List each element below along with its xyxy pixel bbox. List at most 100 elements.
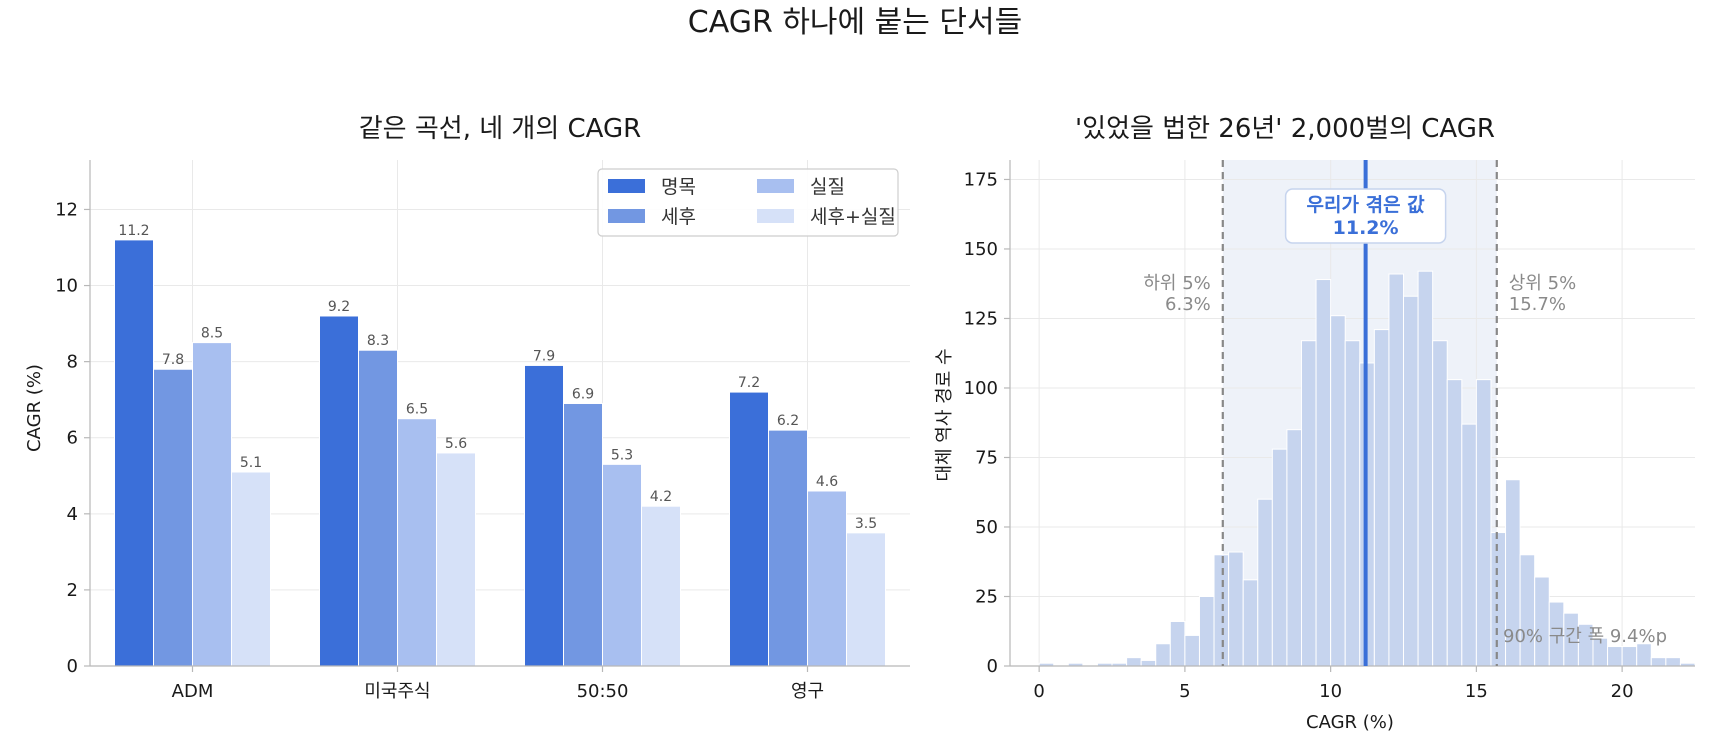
bar	[358, 349, 398, 667]
y-tick-label: 12	[55, 199, 78, 220]
lower-annotation-value: 6.3%	[1165, 294, 1211, 315]
bar	[641, 505, 681, 667]
data-label: 5.3	[611, 447, 633, 463]
histogram-bin	[1534, 576, 1550, 667]
histogram-bin	[1403, 295, 1419, 667]
x-tick-label: 15	[1465, 681, 1488, 702]
bar	[231, 471, 271, 667]
upper-annotation-value: 15.7%	[1509, 294, 1566, 315]
y-tick-label: 75	[975, 447, 998, 468]
legend-swatch	[608, 209, 645, 223]
histogram-bin	[1169, 621, 1186, 667]
histogram-bin	[1417, 270, 1434, 667]
x-tick-label: 미국주식	[364, 681, 430, 702]
data-label: 8.3	[367, 333, 389, 349]
data-label: 11.2	[118, 223, 149, 239]
histogram-chart: 0 25 50 75 100 125 150 175 0 5 10 15 20 '있었을 법한 26년'…	[934, 114, 1710, 733]
bar	[153, 368, 193, 667]
bar	[524, 364, 564, 667]
legend-entry: 실질	[810, 176, 845, 198]
histogram-bin	[1126, 657, 1142, 667]
histogram-bin	[1228, 551, 1244, 667]
histogram-bin	[1475, 379, 1492, 667]
y-tick-label: 100	[964, 378, 998, 399]
y-tick-label: 8	[67, 352, 78, 373]
x-tick-label: ADM	[172, 681, 214, 702]
data-label: 4.6	[816, 474, 838, 490]
y-tick-label: 25	[975, 586, 998, 607]
interval-width-annotation: 90% 구간 폭 9.4%p	[1503, 626, 1667, 647]
histogram-bin	[1286, 429, 1302, 667]
bar	[807, 490, 847, 667]
y-tick-label: 2	[67, 580, 78, 601]
histogram-bin	[1388, 273, 1405, 667]
callout-box	[1284, 188, 1447, 244]
left-chart-title: 같은 곡선, 네 개의 CAGR	[359, 114, 641, 144]
histogram-bin	[1257, 498, 1273, 667]
bar	[192, 342, 232, 667]
data-label: 7.2	[738, 375, 760, 391]
y-tick-label: 6	[67, 428, 78, 449]
histogram-bin	[1198, 595, 1215, 667]
data-label: 8.5	[201, 326, 223, 342]
x-tick-label: 10	[1319, 681, 1342, 702]
bar	[114, 239, 154, 667]
bar	[846, 532, 886, 667]
y-tick-label: 50	[975, 517, 998, 538]
bar	[602, 463, 642, 667]
bar	[436, 452, 476, 667]
histogram-bin	[1315, 279, 1332, 667]
bar	[563, 402, 603, 667]
histogram-bin	[1621, 646, 1638, 667]
callout-label: 우리가 겪은 값	[1307, 194, 1426, 216]
histogram-bin	[1330, 315, 1346, 667]
data-label: 6.2	[777, 413, 799, 429]
y-tick-label: 0	[67, 656, 78, 677]
data-label: 5.1	[240, 455, 262, 471]
histogram-bin	[1140, 659, 1157, 667]
histogram-bin	[1373, 329, 1390, 667]
y-tick-label: 10	[55, 276, 78, 297]
x-tick-label: 영구	[791, 681, 824, 702]
grouped-bar-chart: 11.2 7.8 8.5 5.1 9.2 8.3 6.5 5.6 7.9 6.9 5.3 4.2 7.2…	[24, 114, 910, 702]
histogram-bin	[1300, 340, 1317, 667]
upper-annotation-label: 상위 5%	[1509, 273, 1576, 294]
x-tick-label: 0	[1033, 681, 1044, 702]
histogram-bin	[1184, 634, 1200, 667]
lower-annotation-label: 하위 5%	[1143, 273, 1210, 294]
legend-entry: 세후	[661, 206, 696, 228]
data-label: 6.5	[406, 402, 428, 418]
right-chart-title: '있었을 법한 26년' 2,000벌의 CAGR	[1075, 114, 1495, 144]
data-label: 5.6	[445, 436, 467, 452]
histogram-bin	[1213, 554, 1230, 667]
data-label: 9.2	[328, 299, 350, 315]
y-tick-label: 125	[964, 308, 998, 329]
data-label: 7.8	[162, 352, 184, 368]
data-label: 6.9	[572, 386, 594, 402]
histogram-bin	[1607, 646, 1623, 667]
histogram-bin	[1665, 657, 1681, 667]
figure-title: CAGR 하나에 붙는 단서들	[688, 5, 1022, 40]
callout-value: 11.2%	[1333, 217, 1399, 239]
bar	[319, 315, 359, 667]
left-y-axis-label: CAGR (%)	[24, 364, 45, 452]
x-tick-label: 5	[1179, 681, 1190, 702]
histogram-bin	[1271, 448, 1288, 667]
y-tick-label: 0	[987, 656, 998, 677]
histogram-bin	[1155, 643, 1171, 667]
x-tick-label: 20	[1611, 681, 1634, 702]
legend-swatch	[608, 179, 645, 193]
legend-entry: 명목	[661, 176, 696, 198]
bar	[729, 391, 769, 667]
right-y-axis-label: 대체 역사 경로 수	[934, 348, 955, 481]
histogram-bin	[1344, 340, 1361, 667]
histogram-bin	[1432, 340, 1448, 667]
x-tick-label: 50:50	[577, 681, 629, 702]
histogram-bin	[1636, 643, 1652, 667]
y-tick-label: 175	[964, 169, 998, 190]
histogram-bin	[1650, 657, 1667, 667]
bar	[768, 429, 808, 667]
y-tick-label: 150	[964, 239, 998, 260]
bar	[397, 418, 437, 667]
